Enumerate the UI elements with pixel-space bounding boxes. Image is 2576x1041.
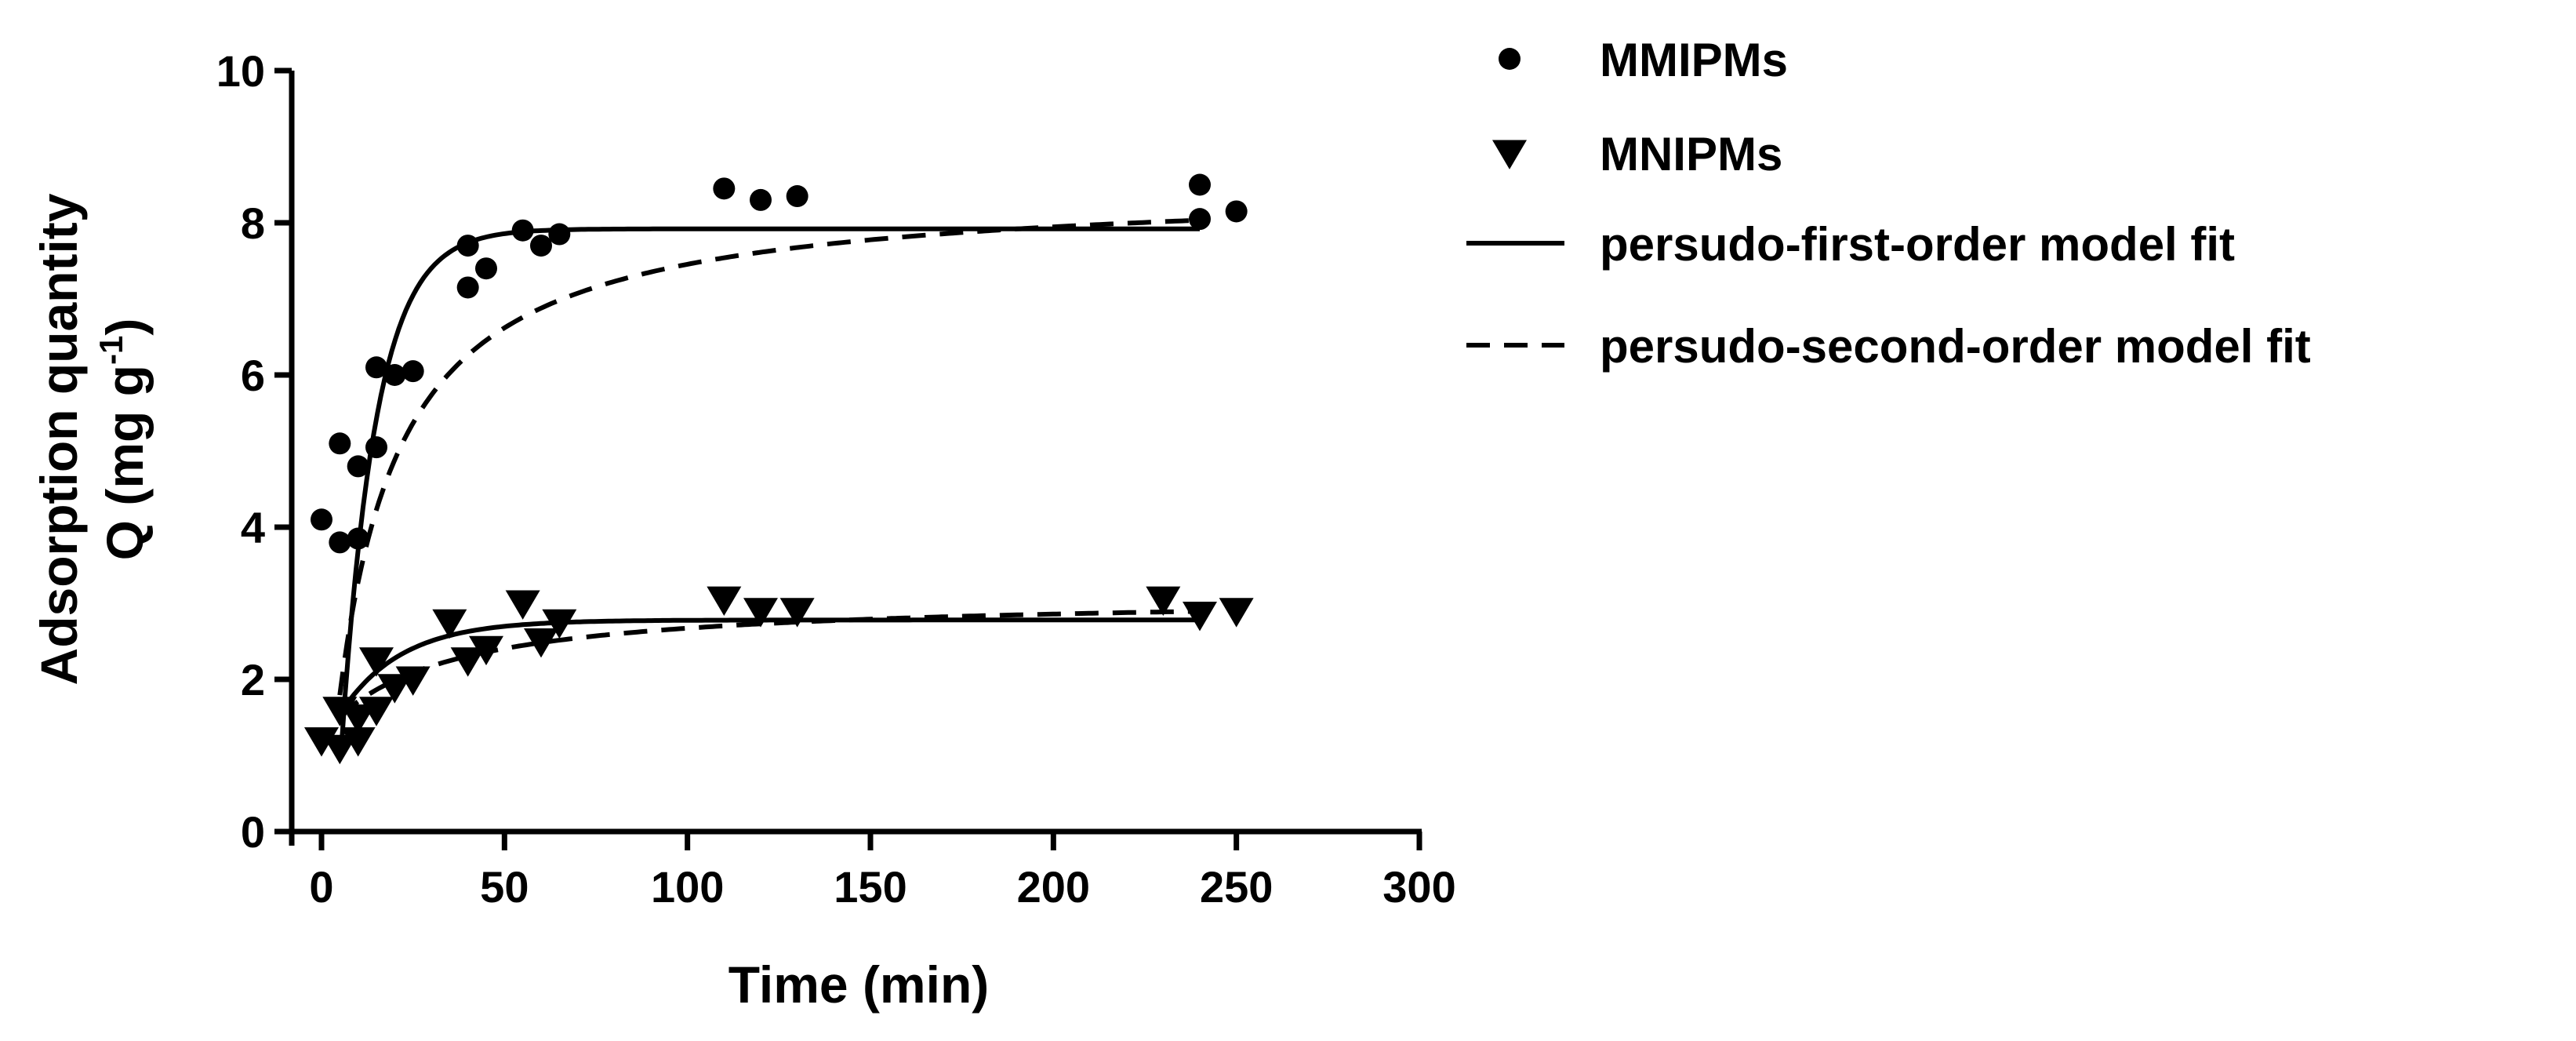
y-tick-label-0: 0 bbox=[241, 807, 265, 857]
mmipms-point-10 bbox=[456, 276, 479, 299]
mnipms-point-13 bbox=[524, 628, 558, 658]
y-axis-title-close: ) bbox=[96, 318, 154, 336]
mmipms-point-17 bbox=[786, 185, 808, 208]
x-tick-label-3: 150 bbox=[834, 862, 907, 912]
y-tick-label-5: 10 bbox=[216, 46, 265, 96]
mmipms-point-6 bbox=[365, 356, 387, 379]
mnipms-point-16 bbox=[743, 598, 778, 628]
mnipms-point-10 bbox=[450, 647, 485, 677]
mmipms-point-9 bbox=[456, 235, 479, 257]
y-tick-label-3: 6 bbox=[241, 351, 265, 400]
mnipms-point-18 bbox=[1146, 586, 1181, 617]
x-axis-title: Time (min) bbox=[728, 955, 989, 1014]
mmipms-point-16 bbox=[750, 188, 772, 211]
mmipms-point-7 bbox=[383, 364, 406, 386]
second-order-fit-curve-0 bbox=[337, 217, 1201, 696]
mmipms-point-19 bbox=[1189, 208, 1211, 231]
mmipms-point-0 bbox=[311, 508, 332, 531]
x-tick-label-2: 100 bbox=[651, 862, 724, 912]
mnipms-point-6 bbox=[359, 697, 394, 726]
mnipms-point-14 bbox=[542, 609, 577, 639]
mnipms-point-17 bbox=[779, 598, 815, 628]
legend-symbol-0 bbox=[1499, 48, 1521, 70]
mnipms-point-11 bbox=[469, 635, 503, 666]
y-tick-label-2: 4 bbox=[241, 503, 265, 552]
mnipms-point-0 bbox=[304, 727, 339, 757]
mmipms-point-4 bbox=[347, 455, 369, 478]
y-axis-title-superscript: -1 bbox=[93, 336, 129, 365]
mmipms-point-15 bbox=[713, 177, 736, 200]
mnipms-point-4 bbox=[340, 704, 376, 734]
y-tick-label-1: 2 bbox=[241, 655, 265, 704]
legend-symbol-1 bbox=[1492, 140, 1527, 169]
mmipms-point-5 bbox=[365, 436, 387, 459]
x-tick-label-1: 50 bbox=[480, 862, 529, 912]
mmipms-point-18 bbox=[1189, 173, 1211, 196]
legend-label-fit-1: persudo-second-order model fit bbox=[1600, 320, 2311, 373]
y-tick-label-4: 8 bbox=[241, 198, 265, 248]
mmipms-point-20 bbox=[1225, 200, 1248, 223]
mnipms-point-19 bbox=[1183, 602, 1217, 632]
x-tick-label-5: 250 bbox=[1200, 862, 1273, 912]
x-tick-label-4: 200 bbox=[1017, 862, 1090, 912]
legend-label-1: MNIPMs bbox=[1600, 128, 1782, 180]
mmipms-point-12 bbox=[511, 219, 534, 242]
mnipms-point-8 bbox=[395, 666, 431, 696]
y-axis-title-line1: Adsorption quantity bbox=[30, 193, 88, 685]
legend-label-fit-0: persudo-first-order model fit bbox=[1600, 218, 2235, 271]
first-order-fit-curve-1 bbox=[337, 617, 1200, 715]
legend-label-0: MMIPMs bbox=[1600, 34, 1788, 86]
mmipms-point-13 bbox=[530, 235, 552, 257]
mmipms-point-8 bbox=[401, 360, 424, 383]
mnipms-point-9 bbox=[432, 609, 467, 639]
mmipms-point-11 bbox=[475, 257, 497, 280]
mnipms-point-3 bbox=[340, 727, 376, 757]
mmipms-point-14 bbox=[548, 223, 571, 246]
mnipms-point-15 bbox=[707, 586, 742, 617]
mnipms-point-12 bbox=[505, 590, 540, 620]
mmipms-point-2 bbox=[329, 531, 351, 554]
legend: MMIPMs MNIPMs persudo-first-order model fi… bbox=[1466, 34, 2311, 373]
mnipms-point-1 bbox=[322, 734, 358, 765]
x-tick-label-0: 0 bbox=[309, 862, 333, 912]
y-axis-title: Adsorption quantity Q (mg g-1) bbox=[30, 193, 154, 685]
mnipms-point-2 bbox=[322, 697, 358, 726]
x-tick-label-6: 300 bbox=[1382, 862, 1455, 912]
mnipms-point-7 bbox=[377, 674, 412, 704]
mnipms-point-20 bbox=[1219, 598, 1254, 628]
mmipms-point-3 bbox=[347, 527, 369, 550]
mmipms-point-1 bbox=[329, 432, 351, 455]
y-axis-title-line2: Q (mg g-1) bbox=[93, 318, 154, 561]
y-axis-title-unit: Q (mg g bbox=[96, 365, 154, 560]
mnipms-point-5 bbox=[359, 647, 394, 677]
